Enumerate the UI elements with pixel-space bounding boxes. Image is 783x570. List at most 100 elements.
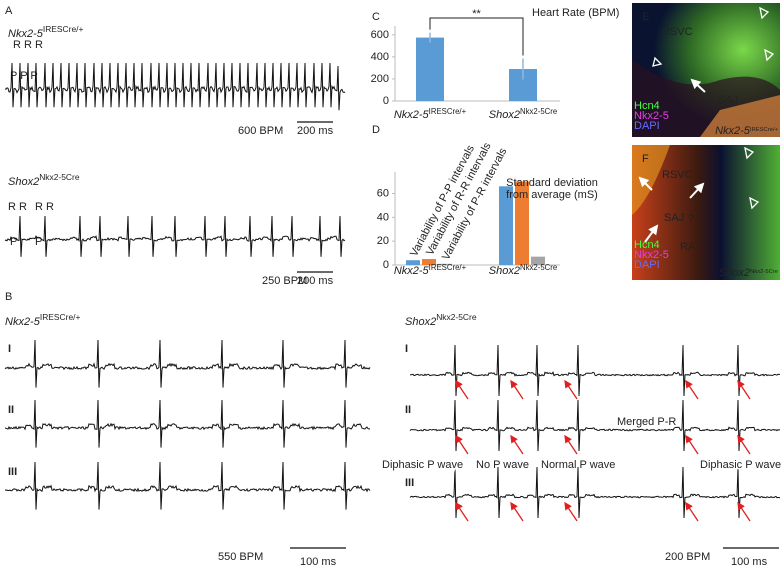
red-arrow xyxy=(455,379,469,400)
red-arrow xyxy=(685,434,699,455)
stain-label: DAPI xyxy=(634,259,660,271)
ecg-trace xyxy=(4,339,371,388)
x-tick-label: Nkx2-5IRESCre/+ xyxy=(394,107,467,122)
p-label: P xyxy=(10,236,17,248)
annotation: Merged P-R xyxy=(617,416,676,428)
red-arrow xyxy=(455,501,469,522)
chart-title: Heart Rate (BPM) xyxy=(532,7,619,19)
scale-label: 200 ms xyxy=(297,275,334,287)
trace-title-main: Nkx2-5 xyxy=(8,28,44,40)
annotation: Diphasic P wave xyxy=(382,459,463,471)
image-genotype: Shox2Nkx2-5Cre xyxy=(719,267,778,279)
x-tick-label-sup: Nkx2-5Cre xyxy=(520,263,557,272)
rate-label: 250 BPM xyxy=(262,275,307,287)
image-genotype-sup: Nkx2-5Cre xyxy=(750,269,778,275)
red-arrow xyxy=(737,434,751,455)
scale-label: 100 ms xyxy=(300,556,337,568)
trace-title-main: Nkx2-5 xyxy=(5,316,41,328)
image-genotype: Nkx2-5IRESCre/+ xyxy=(715,125,779,137)
lead-label: III xyxy=(8,466,17,478)
stain-label: Nkx2-5 xyxy=(634,110,669,122)
lead-label: I xyxy=(405,343,408,355)
red-arrow xyxy=(685,501,699,522)
micrograph-e xyxy=(632,3,780,137)
bar xyxy=(515,181,529,265)
lead-label: I xyxy=(8,343,11,355)
image-label: SAJ xyxy=(664,212,684,224)
bar xyxy=(422,259,436,265)
lead-label: III xyxy=(405,477,414,489)
r-label: R R R xyxy=(13,39,43,51)
bar xyxy=(406,260,420,265)
trace-title: Shox2Nkx2-5Cre xyxy=(405,312,477,328)
r-label: R R xyxy=(8,201,27,213)
trace-title-sup: IRESCre/+ xyxy=(40,312,81,322)
image-label: RSVC xyxy=(662,26,693,38)
x-tick-label-main: Nkx2-5 xyxy=(394,109,430,121)
y-tick-label: 60 xyxy=(377,187,389,199)
scale-label: 200 ms xyxy=(297,125,334,137)
ecg-trace xyxy=(4,399,371,448)
scale-label: 100 ms xyxy=(731,556,768,568)
trace-title: Shox2Nkx2-5Cre xyxy=(8,172,80,188)
stain-label: DAPI xyxy=(634,120,660,132)
red-arrow xyxy=(510,501,524,522)
trace-title-main: Shox2 xyxy=(405,316,436,328)
rate-label: 550 BPM xyxy=(218,551,263,563)
bar xyxy=(416,37,444,101)
x-tick-label: Shox2Nkx2-5Cre xyxy=(489,107,557,122)
lead-label: II xyxy=(405,404,411,416)
trace-title-sup: IRESCre/+ xyxy=(43,24,84,34)
y-tick-label: 600 xyxy=(371,29,389,41)
ecg-trace xyxy=(409,344,780,397)
x-tick-label-main: Nkx2-5 xyxy=(394,265,430,277)
y-tick-label: 20 xyxy=(377,235,389,247)
p-label: P xyxy=(35,236,42,248)
image-label: SAJ xyxy=(718,94,738,106)
bar xyxy=(438,263,452,265)
red-arrow xyxy=(685,379,699,400)
panel-letter: B xyxy=(5,291,12,303)
red-arrow xyxy=(737,379,751,400)
y-tick-label: 200 xyxy=(371,73,389,85)
x-tick-label: Nkx2-5IRESCre/+ xyxy=(394,263,467,278)
stain-label: Hcn4 xyxy=(634,100,660,112)
trace-title-sup: Nkx2-5Cre xyxy=(436,312,477,322)
r-label: R R xyxy=(35,201,54,213)
chart-title: from average (mS) xyxy=(506,189,598,201)
y-tick-label: 40 xyxy=(377,211,389,223)
annotation: No P wave xyxy=(476,459,529,471)
trace-title: Nkx2-5IRESCre/+ xyxy=(8,24,83,40)
significance: ** xyxy=(472,8,481,20)
micrograph-f xyxy=(632,145,780,280)
chart-title: Standard deviation xyxy=(506,177,598,189)
ecg-trace xyxy=(409,399,780,452)
y-tick-label: 0 xyxy=(383,95,389,107)
image-label: RA xyxy=(680,241,696,253)
bar xyxy=(499,186,513,265)
x-tick-label-sup: Nkx2-5Cre xyxy=(520,107,557,116)
ecg-trace xyxy=(409,466,781,519)
trace-title-sup: Nkx2-5Cre xyxy=(39,172,80,182)
trace-title: Nkx2-5IRESCre/+ xyxy=(5,312,80,328)
rate-label: 600 BPM xyxy=(238,125,283,137)
x-tick-label-main: Shox2 xyxy=(489,109,520,121)
image-genotype-sup: IRESCre/+ xyxy=(750,127,779,133)
x-tick-label: Shox2Nkx2-5Cre xyxy=(489,263,557,278)
red-arrow xyxy=(510,434,524,455)
panel-letter: D xyxy=(372,124,380,136)
annotation: Diphasic P wave xyxy=(700,459,781,471)
x-tick-label-sup: IRESCre/+ xyxy=(429,263,467,272)
panel-letter: C xyxy=(372,11,380,23)
red-arrow xyxy=(564,434,578,455)
lead-label: II xyxy=(8,404,14,416)
ecg-trace xyxy=(4,461,371,510)
red-arrow xyxy=(737,501,751,522)
panel-letter: A xyxy=(5,5,13,17)
x-tick-label-main: Shox2 xyxy=(489,265,520,277)
image-genotype-main: Nkx2-5 xyxy=(715,125,751,137)
significance-bracket xyxy=(429,17,524,56)
red-arrow xyxy=(564,379,578,400)
red-arrow xyxy=(564,501,578,522)
